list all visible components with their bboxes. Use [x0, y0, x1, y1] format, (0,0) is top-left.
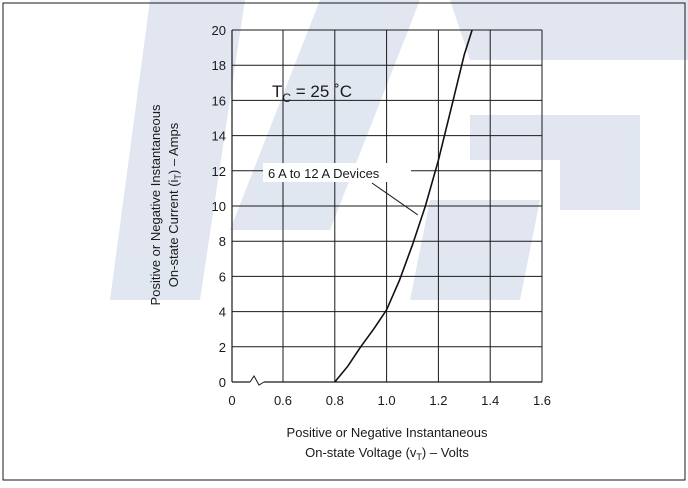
x-tick-label: 0.6	[274, 393, 292, 408]
y-tick-label: 4	[219, 305, 226, 320]
tc-main: T	[272, 82, 282, 101]
outer-border	[2, 2, 686, 481]
x-axis-label-line1: Positive or Negative Instantaneous	[287, 425, 488, 440]
series-label-pointer	[371, 182, 418, 216]
axis-break-symbol	[249, 375, 265, 386]
tc-sub: C	[282, 91, 291, 105]
y-tick-label: 12	[212, 164, 226, 179]
x-tick-label: 0	[228, 393, 235, 408]
y-tick-label: 10	[212, 199, 226, 214]
temperature-annotation: TC = 25 ˚C	[272, 82, 352, 105]
x-axis-label-line2: On-state Voltage (vT) – Volts	[305, 445, 469, 462]
x-axis-label-tail: ) – Volts	[422, 445, 469, 460]
tc-tail: = 25 ˚C	[291, 82, 352, 101]
x-axis-label-main: On-state Voltage (v	[305, 445, 417, 460]
y-tick-labels: 0 2 4 6 8 10 12 14 16 18 20	[212, 23, 226, 390]
series-label-bg	[263, 163, 411, 182]
y-axis-label-main: On-state Current (i	[166, 179, 181, 287]
y-tick-label: 14	[212, 129, 226, 144]
series-layer	[334, 29, 473, 383]
y-axis-label-line1: Positive or Negative Instantaneous	[148, 104, 163, 305]
y-axis-label-tail: ) – Amps	[166, 122, 181, 174]
y-tick-label: 20	[212, 23, 226, 38]
series-label: 6 A to 12 A Devices	[268, 166, 380, 181]
y-tick-label: 16	[212, 93, 226, 108]
x-tick-label: 1.2	[429, 393, 447, 408]
y-tick-label: 18	[212, 58, 226, 73]
y-tick-label: 8	[219, 234, 226, 249]
watermark	[110, 0, 688, 300]
y-tick-label: 0	[219, 375, 226, 390]
x-tick-labels: 0 0.6 0.8 1.0 1.2 1.4 1.6	[228, 393, 551, 408]
series-line-0	[334, 29, 473, 383]
y-axis-label-line2: On-state Current (iT) – Amps	[166, 122, 183, 287]
x-tick-label: 1.6	[533, 393, 551, 408]
x-tick-label: 0.8	[326, 393, 344, 408]
x-tick-label: 1.0	[378, 393, 396, 408]
y-tick-label: 6	[219, 269, 226, 284]
y-tick-label: 2	[219, 340, 226, 355]
x-axis-label-sub: T	[416, 452, 422, 462]
axes	[231, 30, 542, 383]
x-tick-label: 1.4	[481, 393, 499, 408]
y-axis-label-sub: T	[173, 174, 183, 180]
